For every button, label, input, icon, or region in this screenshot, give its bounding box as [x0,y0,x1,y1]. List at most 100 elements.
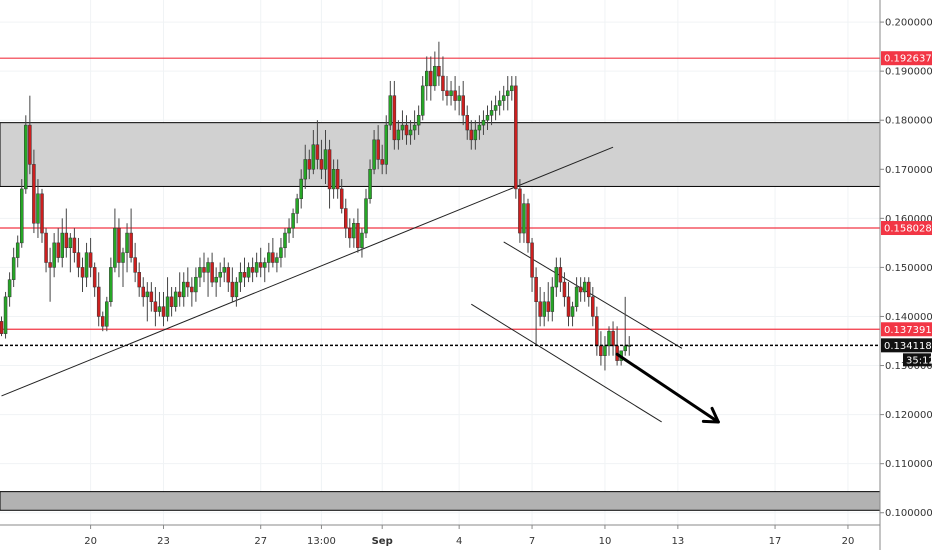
candle [76,237,81,278]
candle [323,130,328,184]
candle [603,336,607,371]
candle-body [246,267,251,278]
candle [246,262,251,283]
candle [295,193,299,224]
candle [384,115,388,175]
candle-body [125,232,129,253]
candle-body [263,262,267,268]
candle [214,267,218,297]
candle [157,291,162,317]
candle-body [182,281,186,298]
candle-body [327,149,332,190]
candle-body [331,169,336,190]
candle [92,262,97,297]
candle-body [157,306,162,312]
candle [206,257,210,297]
candle [457,85,461,116]
candle-body [198,267,202,278]
candle [469,120,474,150]
candle-body [562,281,567,298]
candle [36,179,40,238]
candle-body [133,257,137,273]
candle [153,287,158,327]
x-tick-label: 27 [254,536,267,547]
candle-body [445,90,449,96]
candle [88,237,93,278]
candle [607,326,611,356]
candle-body [165,296,170,317]
candle-body [384,124,388,165]
candle [582,277,587,302]
candle [481,110,486,135]
candle-body [534,276,538,303]
price-zones [0,122,881,511]
candle-body [493,105,498,111]
candle-body [275,257,279,263]
candle-body [607,330,611,347]
candle-body [546,301,550,312]
candle [591,287,595,327]
candle [534,267,538,346]
candle-body [258,262,263,268]
candle [263,257,267,283]
candle [137,262,141,297]
candle-body [348,227,352,239]
candle [404,115,409,145]
candle-body [352,222,356,239]
candle-body [566,296,571,317]
candle [186,267,190,297]
candle-body [169,296,174,307]
current-price-label: 0.13411857 [884,341,932,352]
candle [396,120,401,150]
candle-body [295,198,299,214]
candle [173,287,178,312]
candle-body [7,279,12,298]
candle-body [287,227,291,234]
candle-body [506,90,510,96]
candle [530,237,534,292]
candle-body [591,296,595,317]
y-axis: 0.20000000 0.19000000 0.18000000 0.17000000… [879,0,932,550]
candle [485,105,490,131]
candle-body [80,267,85,278]
candle-body [356,222,360,249]
candle [56,228,60,263]
candle [501,85,506,111]
candle-body [121,252,125,263]
candle-body [242,272,247,278]
candle-body [145,291,150,298]
candle-body [32,164,36,224]
candle [356,208,360,253]
candle-body [206,262,210,273]
candle [287,218,291,243]
candle [121,247,125,288]
candle-body [117,227,121,263]
candle-body [420,85,425,116]
candle-body [465,115,469,131]
arrow-head [701,406,720,424]
candle-body [44,232,48,263]
candle [319,139,324,180]
candle-body [522,203,526,234]
candle [169,287,174,317]
candle [238,262,243,292]
candle-body [267,252,271,263]
trendline [471,303,662,423]
candle [372,130,376,175]
candle-body [477,124,482,131]
candle [453,76,457,111]
candle [437,41,441,86]
candle [416,105,421,135]
y-tick-label: 0.17000000 [885,165,932,176]
candle-body [429,70,433,87]
candle-body [64,232,69,249]
candle [20,179,24,248]
candle [133,242,137,283]
candle [234,277,239,307]
candle [258,247,263,278]
candle-body [595,316,599,347]
candle-body [473,129,478,141]
level-price-label-bg [881,221,932,236]
candle [400,110,405,140]
